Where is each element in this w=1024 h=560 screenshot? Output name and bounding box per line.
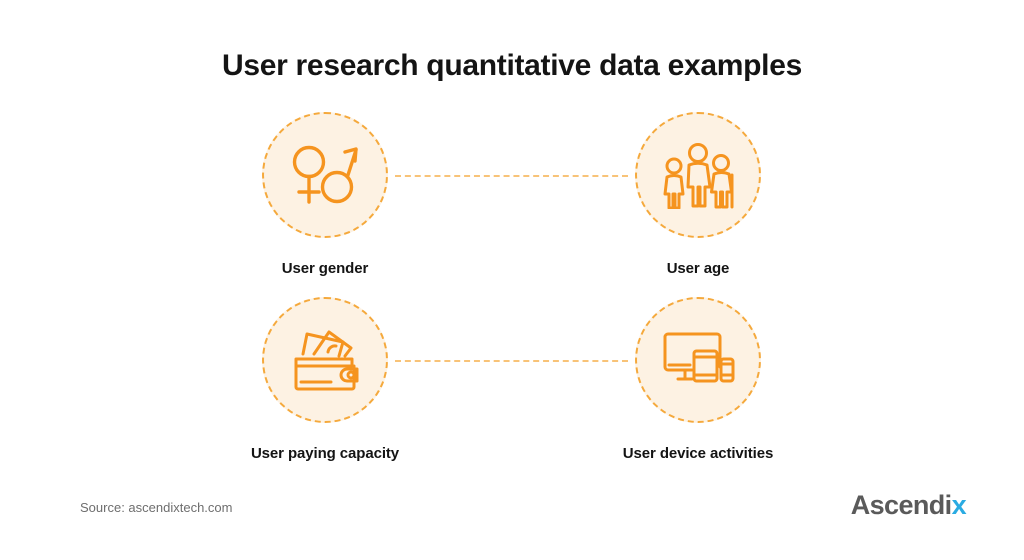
node-age-label: User age: [666, 260, 730, 277]
source-attribution: Source: ascendixtech.com: [80, 500, 233, 515]
node-paying-label: User paying capacity: [250, 445, 400, 462]
diagram-grid: User gender: [0, 112, 1024, 482]
gender-symbols-icon: [289, 142, 361, 208]
connector-gender-age: [395, 175, 628, 177]
connector-paying-device: [395, 360, 628, 362]
node-gender-label: User gender: [281, 260, 369, 277]
age-group-people-icon: [659, 141, 737, 209]
node-device-circle: [635, 297, 761, 423]
devices-icon: [661, 329, 735, 391]
page-title: User research quantitative data examples: [222, 49, 802, 82]
logo-text-main: Ascendi: [850, 490, 952, 520]
logo-text-accent: x: [951, 490, 967, 520]
node-device-label: User device activities: [622, 445, 774, 462]
node-age-circle: [635, 112, 761, 238]
node-user-gender[interactable]: User gender: [225, 112, 425, 277]
wallet-money-icon: [287, 326, 363, 394]
ascendix-logo[interactable]: Ascendix: [850, 490, 967, 521]
node-user-age[interactable]: User age: [598, 112, 798, 277]
node-user-paying-capacity[interactable]: User paying capacity: [225, 297, 425, 462]
node-paying-circle: [262, 297, 388, 423]
node-user-device-activities[interactable]: User device activities: [598, 297, 798, 462]
node-gender-circle: [262, 112, 388, 238]
